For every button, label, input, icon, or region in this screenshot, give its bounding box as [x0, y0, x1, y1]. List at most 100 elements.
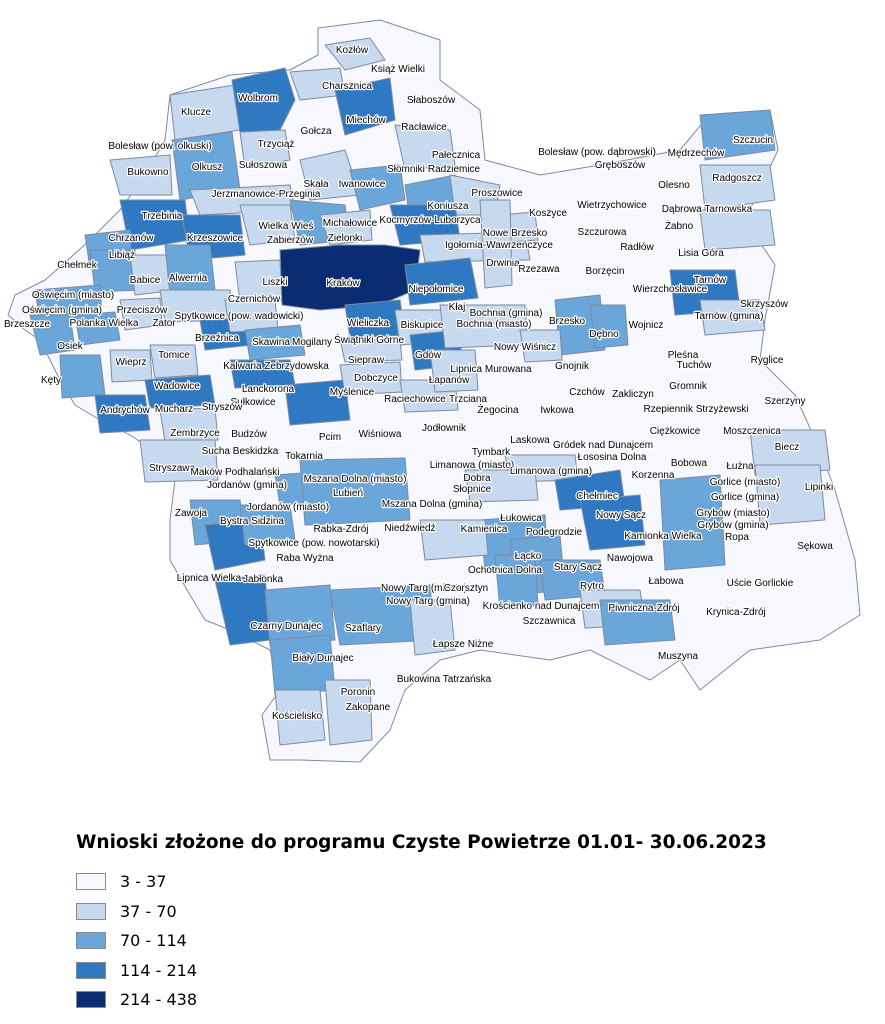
municipality-label: Babice: [130, 275, 161, 286]
municipality-label: Grybów (miasto): [696, 508, 769, 519]
legend-label: 70 - 114: [120, 931, 187, 951]
municipality-area: [214, 574, 271, 646]
legend-item: 3 - 37: [76, 867, 836, 897]
legend-swatch: [76, 902, 106, 920]
municipality-label: Iwkowa: [540, 405, 574, 416]
municipality-label: Przeciszów: [117, 305, 168, 316]
municipality-label: Tomice: [158, 350, 190, 361]
municipality-area: [324, 37, 386, 71]
municipality-label: Borzęcin: [586, 266, 625, 277]
municipality-area: [699, 299, 766, 336]
legend-item: 114 - 214: [76, 956, 836, 986]
municipality-area: [324, 679, 373, 746]
municipality-label: Niedźwiedź: [384, 523, 435, 534]
municipality-label: Dąbrowa Tarnowska: [662, 204, 753, 215]
municipality-label: Michałowice: [323, 218, 378, 229]
municipality-label: Raba Wyżna: [276, 553, 334, 564]
municipality-label: Nowy Sącz: [596, 510, 646, 521]
municipality-label: Brzesko: [549, 316, 586, 327]
municipality-area: [394, 124, 456, 171]
municipality-label: Gorlice (miasto): [710, 477, 781, 488]
municipality-label: Skała: [303, 179, 328, 190]
municipality-label: Rzepiennik Strzyżewski: [643, 404, 748, 415]
municipality-area: [239, 504, 296, 546]
municipality-label: Szczawnica: [523, 616, 576, 627]
municipality-label: Bukowno: [127, 167, 169, 178]
municipality-label: Alwernia: [169, 273, 208, 284]
municipality-label: Libiąż: [109, 250, 135, 261]
municipality-label: Zielonki: [328, 233, 362, 244]
municipality-label: Ochotnica Dolna: [468, 565, 542, 576]
municipality-area: [231, 67, 296, 133]
municipality-label: Koszyce: [529, 208, 567, 219]
municipality-area: [419, 519, 489, 561]
municipality-label: Lanckorona: [242, 384, 295, 395]
municipality-area: [144, 374, 216, 409]
municipality-label: Łapsze Niżne: [433, 639, 494, 650]
municipality-area: [284, 379, 351, 426]
municipality-label: Piwniczna-Zdrój: [608, 603, 679, 614]
municipality-label: Wadowice: [154, 381, 200, 392]
legend-swatch: [76, 991, 106, 1009]
municipality-label: Bobowa: [671, 458, 708, 469]
municipality-label: Lipnica Murowana: [450, 364, 532, 375]
municipality-label: Łososina Dolna: [578, 452, 647, 463]
municipality-label: Lipnica Wielka: [177, 573, 242, 584]
municipality-label: Uście Gorlickie: [727, 578, 794, 589]
municipality-area: [429, 349, 479, 393]
municipality-label: Gorlice (gmina): [711, 492, 779, 503]
municipality-area: [339, 339, 403, 363]
municipality-label: Myślenice: [330, 387, 375, 398]
municipality-label: Jerzmanowice-Przeginia: [212, 189, 321, 200]
municipality-label: Bolesław (pow. dąbrowski): [538, 147, 656, 158]
municipality-label: Stryszów: [202, 402, 243, 413]
municipality-label: Liszki: [262, 277, 287, 288]
municipality-area: [244, 324, 306, 361]
municipality-label: Szaflary: [345, 623, 381, 634]
municipality-label: Gręboszów: [595, 160, 646, 171]
municipality-label: Wietrzychowice: [577, 200, 647, 211]
municipality-label: Oświęcim (miasto): [32, 290, 114, 301]
municipality-label: Charsznica: [322, 81, 372, 92]
municipality-label: Gromnik: [669, 381, 708, 392]
municipality-area: [29, 314, 76, 356]
municipality-label: Szczucin: [733, 135, 773, 146]
municipality-label: Spytkowice (pow. wadowicki): [175, 311, 304, 322]
municipality-label: Sucha Beskidzka: [202, 446, 279, 457]
municipality-area: [479, 199, 513, 289]
municipality-label: Żegocina: [477, 403, 519, 416]
municipality-label: Łapanów: [429, 375, 470, 386]
municipality-label: Kościelisko: [272, 711, 322, 722]
municipality-area: [159, 407, 219, 443]
municipality-label: Szczurowa: [578, 227, 627, 238]
municipality-label: Chełmiec: [576, 491, 618, 502]
municipality-label: Wieprz: [115, 357, 146, 368]
municipality-label: Raciechowice: [384, 394, 446, 405]
municipality-label: Lubień: [333, 488, 363, 499]
municipality-label: Olkusz: [192, 162, 223, 173]
municipality-label: Radziemice: [428, 164, 481, 175]
municipality-area: [494, 554, 539, 611]
municipality-label: Tymbark: [472, 447, 511, 458]
municipality-label: Limanowa (gmina): [510, 466, 592, 477]
municipality-label: Dębno: [589, 329, 619, 340]
municipality-label: Kalwaria Zebrzydowska: [223, 361, 329, 372]
legend-item: 70 - 114: [76, 926, 836, 956]
municipality-area: [319, 209, 373, 246]
municipality-label: Mszana Dolna (miasto): [304, 474, 407, 485]
municipality-label: Tokarnia: [285, 451, 323, 462]
municipality-label: Pcim: [319, 432, 341, 443]
municipality-label: Pałecznica: [432, 150, 481, 161]
municipality-label: Miechów: [346, 115, 386, 126]
municipality-label: Osiek: [57, 341, 84, 352]
municipality-label: Wiśniowa: [359, 429, 402, 440]
municipality-label: Wielka Wieś: [258, 221, 313, 232]
municipality-label: Wierzchosławice: [633, 284, 708, 295]
municipality-label: Dobczyce: [354, 373, 398, 384]
municipality-label: Nowy Targ (gmina): [386, 596, 470, 607]
municipality-label: Słaboszów: [407, 95, 456, 106]
map-legend: Wnioski złożone do programu Czyste Powie…: [76, 832, 836, 1015]
municipality-label: Igołomia-Wawrzeńczyce: [445, 240, 553, 251]
municipality-label: Sułoszowa: [239, 160, 288, 171]
